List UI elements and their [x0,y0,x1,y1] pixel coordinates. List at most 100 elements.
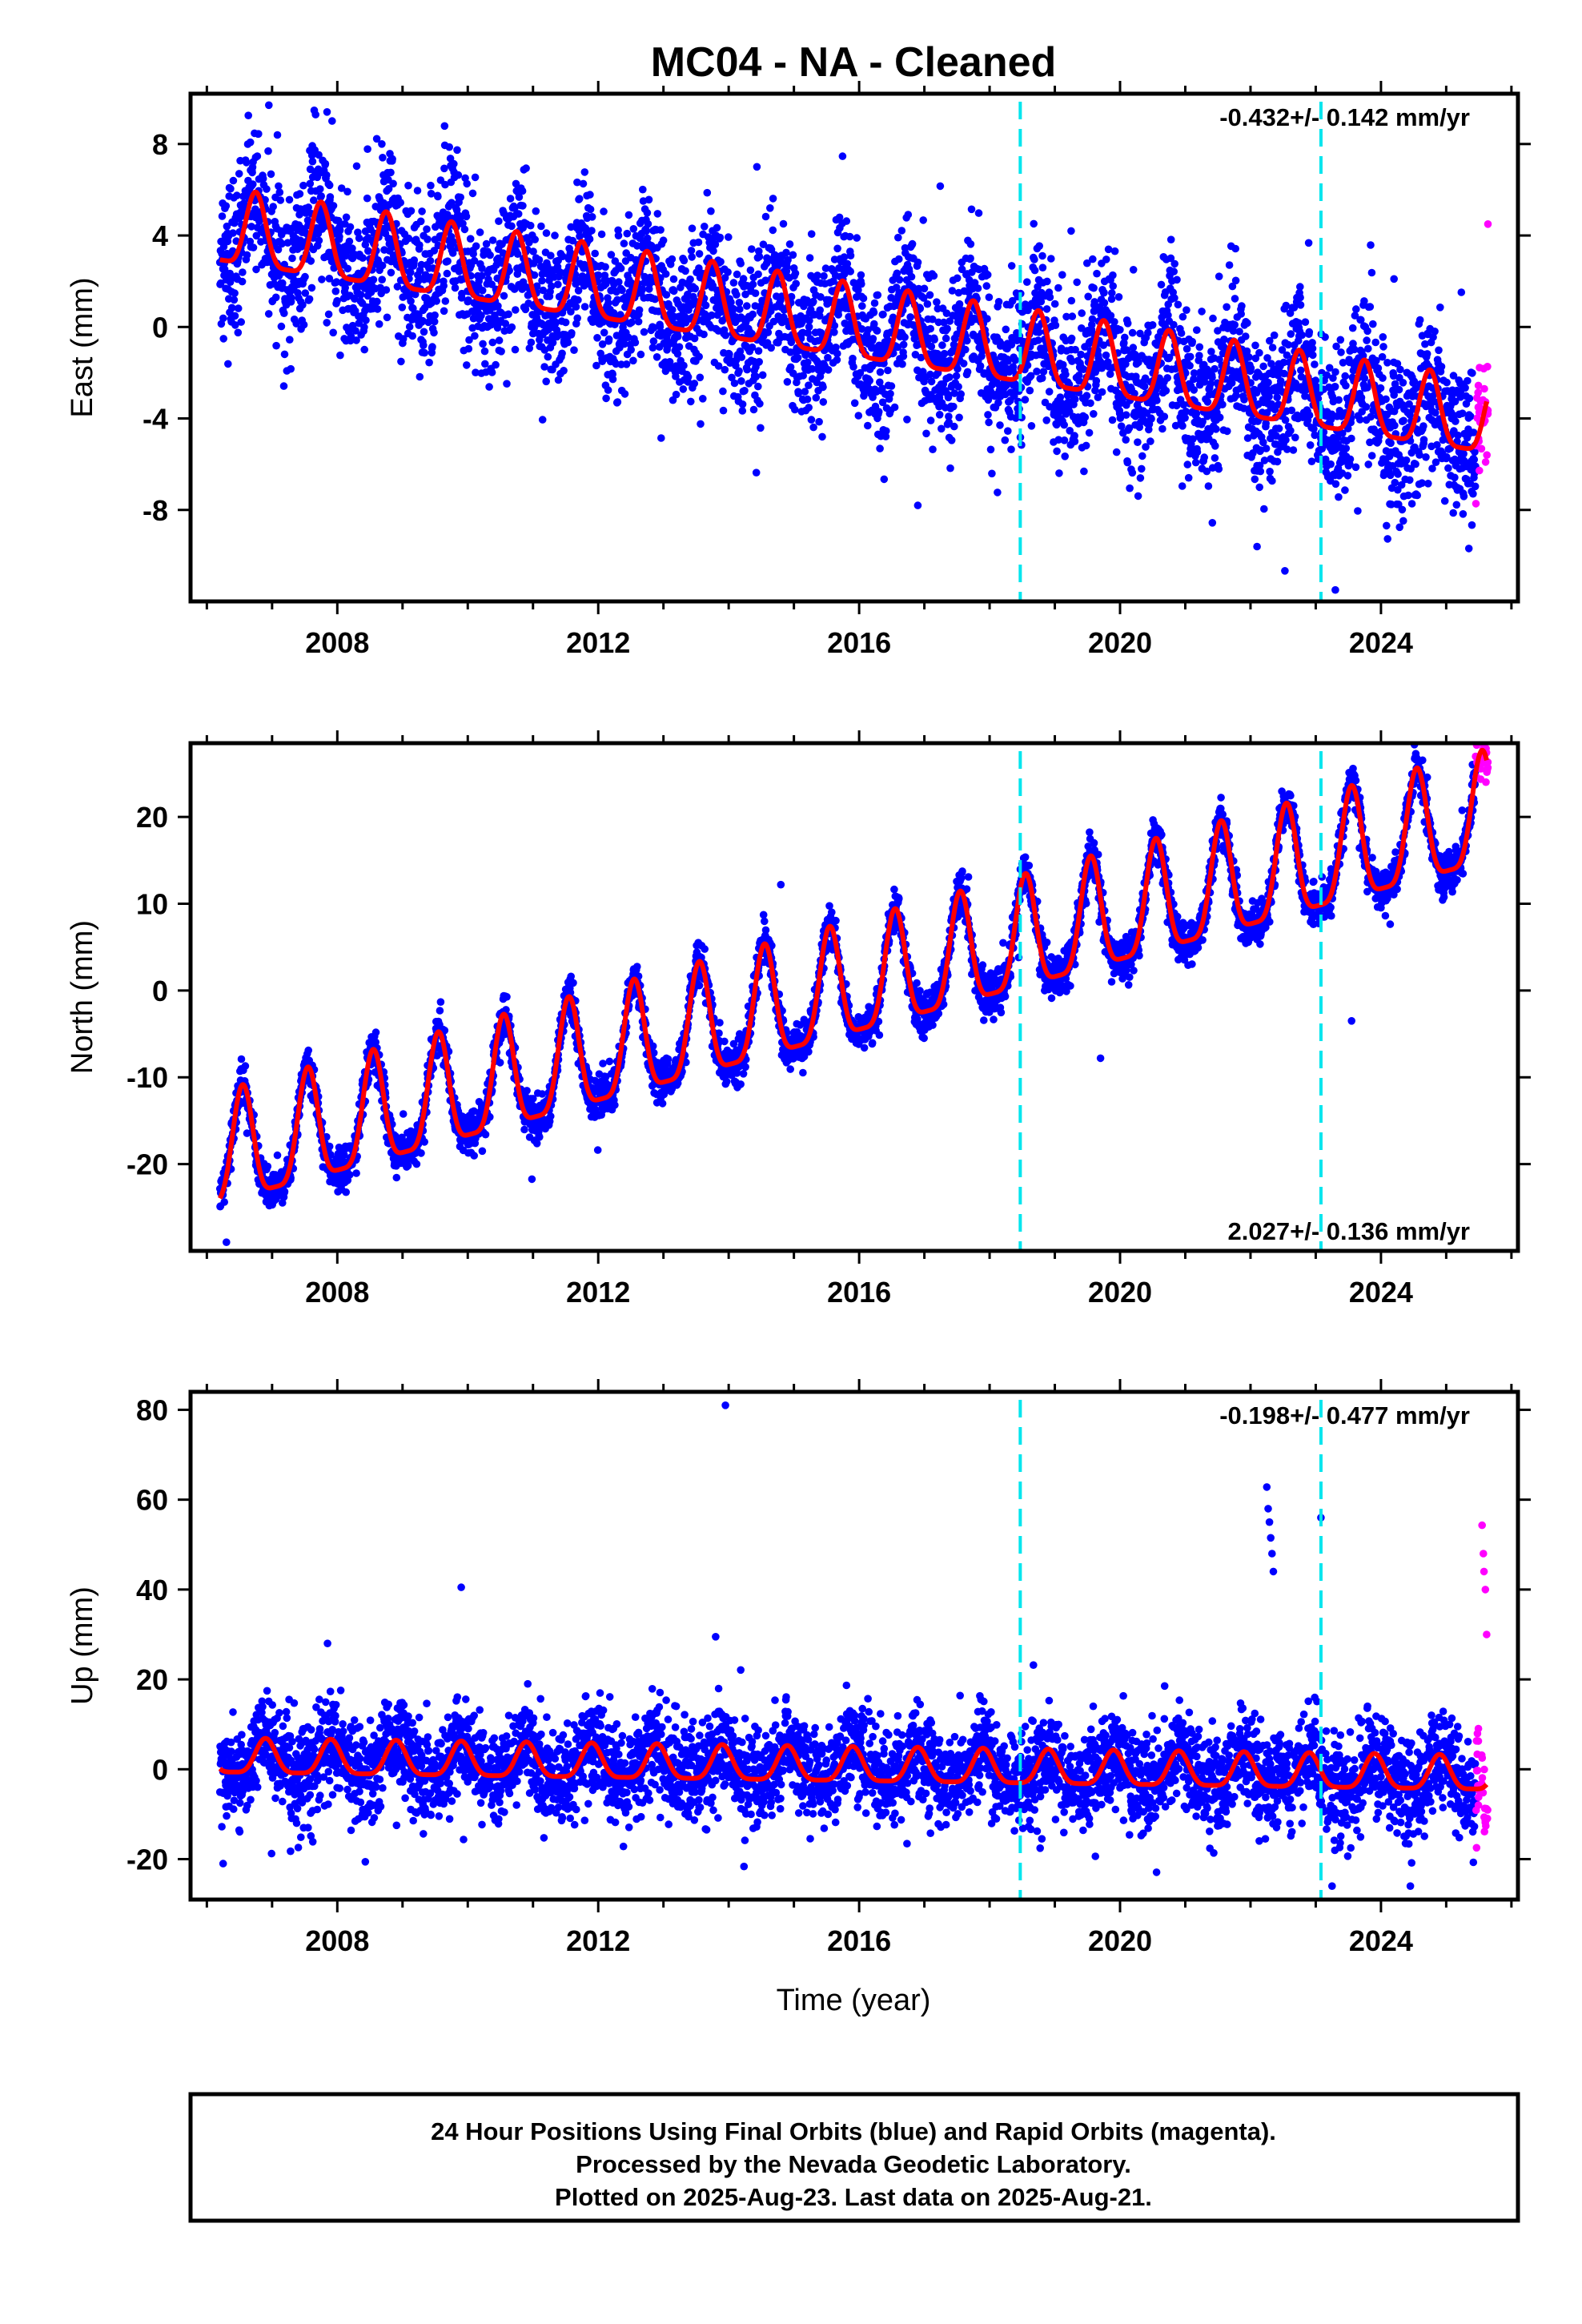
east-final-point [479,340,487,348]
east-final-point [1264,378,1272,387]
east-final-point [840,253,849,261]
east-final-point [869,335,877,343]
east-final-point [1273,393,1281,402]
east-final-point [416,241,424,249]
east-final-point [504,310,512,319]
east-final-point [1451,473,1459,482]
east-final-point [420,341,428,350]
east-final-point [1082,441,1090,450]
east-final-point [1200,453,1208,461]
east-final-point [1122,411,1130,419]
east-final-point [574,296,582,304]
east-final-point [1382,395,1390,404]
east-final-point [425,358,433,367]
east-final-point [285,195,294,204]
east-final-point [554,280,562,289]
east-final-point [651,295,659,304]
east-final-point [456,193,464,202]
east-final-point [307,257,315,265]
east-final-point [527,338,536,347]
east-final-point [544,352,552,361]
east-x-tick-label: 2016 [827,626,891,659]
east-final-point [415,311,423,320]
east-final-point [1038,251,1046,260]
east-final-point [352,336,360,344]
east-velocity-label: -0.432+/- 0.142 mm/yr [1219,103,1470,131]
east-final-point [1198,308,1206,316]
east-final-point [363,145,371,153]
east-final-point [1289,446,1298,454]
east-final-point [329,328,338,337]
east-final-point [1157,280,1166,289]
east-final-point [1351,463,1360,472]
east-final-point [955,413,963,422]
east-final-point [601,263,609,271]
east-final-point [1304,239,1313,247]
east-final-point [1251,475,1259,484]
east-final-point [946,373,954,381]
east-final-point [1327,460,1335,468]
east-final-point [652,353,661,361]
east-final-point [417,260,426,269]
east-final-point [547,251,555,260]
east-x-tick-label: 2008 [305,626,369,659]
east-final-point [316,185,324,193]
east-final-point [808,364,817,373]
east-final-point [1366,303,1375,311]
east-final-point [335,216,343,225]
east-final-point [1170,267,1178,275]
east-final-point [269,203,278,211]
east-final-point [1225,261,1234,269]
east-final-point [1136,474,1145,482]
east-final-point [845,232,854,241]
east-final-orbit-points [215,101,1492,594]
east-final-point [252,231,261,240]
east-final-point [1085,428,1094,437]
east-final-point [476,228,484,236]
east-final-point [640,328,648,336]
east-final-point [355,319,363,328]
east-final-point [721,365,729,374]
east-final-point [219,314,227,323]
east-final-point [445,143,453,151]
north-final-point [220,1198,229,1206]
east-final-point [440,282,448,290]
east-final-point [613,296,621,304]
east-final-point [604,386,612,394]
east-final-point [1464,376,1472,385]
east-final-point [952,372,961,380]
east-final-point [1204,482,1213,490]
east-final-point [526,221,535,230]
east-final-point [424,318,432,327]
north-final-point [237,1055,246,1063]
east-final-point [405,323,414,331]
east-final-point [695,250,704,258]
east-final-point [542,229,551,237]
east-final-point [1219,400,1227,409]
east-final-point [264,147,272,155]
east-final-point [1282,436,1290,444]
east-final-point [308,157,317,166]
east-final-point [904,211,913,219]
east-final-point [418,207,426,215]
east-final-point [286,336,294,344]
east-final-point [1110,318,1118,326]
east-final-point [234,328,243,337]
east-final-point [1468,369,1476,377]
east-final-point [701,223,709,231]
east-final-point [1238,302,1246,310]
east-y-axis-label: East (mm) [66,277,99,417]
east-final-point [301,272,309,281]
east-final-point [1215,413,1224,422]
east-final-point [1379,333,1387,341]
east-final-point [1117,422,1126,430]
east-final-point [307,283,316,292]
east-final-point [1440,497,1449,505]
east-final-point [709,247,717,255]
east-x-tick-label: 2020 [1088,626,1152,659]
east-final-point [272,341,280,350]
east-final-point [593,334,601,342]
north-final-point [241,1062,250,1070]
east-final-point [564,338,572,347]
east-final-point [895,255,903,263]
